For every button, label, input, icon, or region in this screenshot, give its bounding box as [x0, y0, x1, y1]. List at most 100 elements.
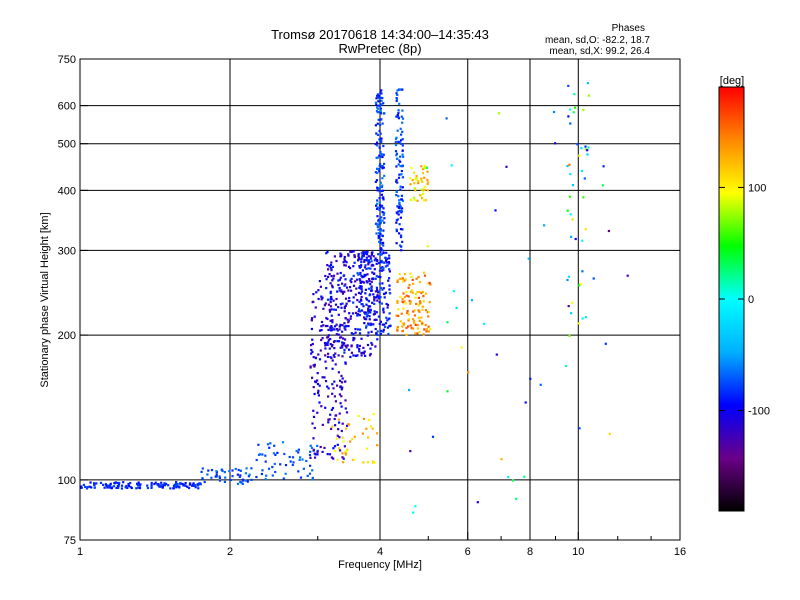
data-point	[399, 216, 402, 219]
data-point	[384, 265, 387, 268]
data-point	[359, 298, 363, 301]
data-point	[587, 146, 590, 149]
data-point	[335, 323, 338, 326]
data-point	[373, 268, 376, 271]
data-point	[289, 460, 292, 463]
data-point	[399, 236, 403, 239]
data-point	[426, 178, 429, 181]
data-point	[271, 465, 274, 469]
data-point	[107, 486, 110, 489]
data-point	[323, 376, 326, 379]
data-point	[338, 436, 341, 439]
data-point	[329, 282, 332, 285]
data-point	[333, 355, 336, 358]
data-point	[357, 256, 360, 259]
data-point	[428, 281, 431, 284]
data-point	[316, 379, 319, 382]
data-point	[420, 188, 423, 191]
data-point	[161, 485, 164, 488]
data-point	[360, 351, 363, 355]
data-point	[427, 311, 430, 314]
data-point	[515, 497, 518, 500]
data-point	[336, 443, 339, 446]
data-point	[409, 302, 412, 305]
data-point	[343, 305, 346, 308]
data-point	[343, 322, 346, 325]
data-point	[413, 198, 416, 201]
data-point	[231, 475, 234, 478]
data-point	[376, 122, 379, 125]
data-point	[401, 144, 404, 147]
data-point	[120, 487, 123, 490]
data-point	[408, 283, 411, 287]
data-point	[334, 308, 337, 311]
data-point	[320, 295, 323, 298]
data-point	[424, 292, 428, 295]
data-point	[415, 302, 418, 305]
data-point	[407, 325, 410, 328]
data-point	[322, 307, 325, 310]
data-point	[341, 377, 344, 380]
x-tick-label: 10	[572, 546, 584, 558]
data-point	[326, 317, 329, 321]
data-point	[336, 384, 339, 387]
data-point	[173, 485, 176, 488]
data-point	[396, 129, 399, 132]
data-point	[380, 247, 383, 250]
data-point	[351, 437, 354, 441]
data-point	[378, 301, 381, 304]
data-point	[352, 265, 355, 268]
data-point	[210, 469, 214, 472]
data-point	[379, 91, 382, 94]
data-point	[181, 482, 184, 486]
data-point	[382, 261, 385, 264]
data-point	[379, 123, 382, 127]
data-point	[341, 290, 344, 294]
data-point	[317, 389, 320, 392]
data-point	[345, 286, 349, 289]
data-point	[309, 366, 312, 369]
data-point	[376, 225, 379, 228]
data-point	[420, 291, 423, 295]
data-point	[364, 354, 367, 357]
data-point	[329, 329, 332, 332]
data-point	[314, 380, 317, 383]
data-point	[336, 434, 339, 437]
data-point	[367, 436, 370, 439]
data-point	[359, 287, 362, 290]
phase-colorbar: [deg] 100 0 -100	[718, 75, 770, 512]
data-point	[112, 485, 115, 488]
data-point	[378, 222, 381, 225]
data-point	[400, 133, 403, 136]
data-point	[379, 276, 382, 279]
data-point	[342, 337, 345, 340]
data-point	[380, 99, 383, 102]
data-point	[340, 253, 343, 256]
data-point	[405, 311, 409, 314]
data-point	[382, 198, 385, 201]
data-point	[386, 326, 389, 329]
data-point	[337, 313, 340, 316]
data-point	[350, 289, 353, 292]
data-point	[311, 469, 314, 472]
data-point	[356, 344, 359, 347]
data-point	[93, 483, 96, 486]
data-point	[378, 322, 381, 325]
data-point	[349, 317, 352, 320]
data-point	[340, 429, 343, 433]
data-point	[335, 333, 338, 336]
data-point	[268, 446, 271, 449]
data-point	[373, 272, 376, 275]
data-point	[122, 481, 125, 484]
data-point	[120, 484, 124, 487]
data-point	[359, 285, 362, 288]
data-point	[329, 326, 332, 329]
data-point	[403, 323, 406, 326]
data-point	[577, 322, 580, 325]
data-point	[387, 318, 390, 321]
data-point	[265, 474, 268, 477]
data-point	[401, 130, 404, 133]
data-point	[310, 348, 313, 352]
data-point	[524, 401, 527, 404]
data-point	[398, 232, 401, 235]
